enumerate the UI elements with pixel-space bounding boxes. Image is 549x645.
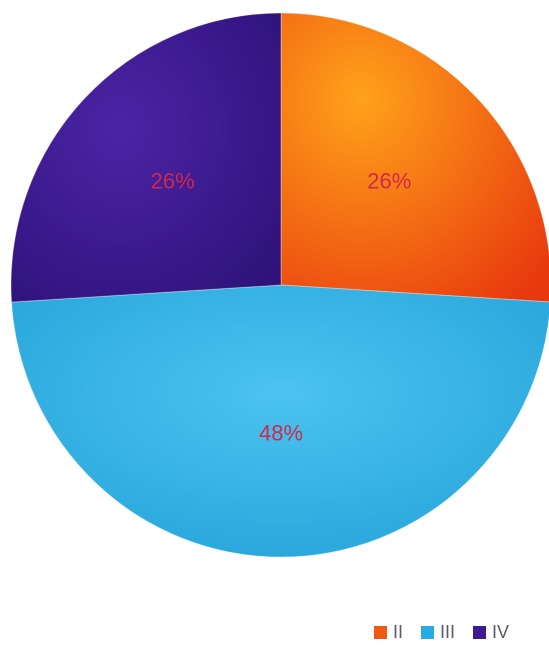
- legend-item-ii: II: [373, 622, 403, 643]
- legend-item-iv: IV: [472, 622, 509, 643]
- legend-item-iii: III: [420, 622, 455, 643]
- legend-label: IV: [491, 622, 509, 642]
- legend-label: II: [392, 622, 403, 642]
- pie-slice-iv: [10, 12, 282, 303]
- pie-chart: 26% 48% 26%: [10, 12, 549, 558]
- slice-label-iii: 48%: [259, 420, 303, 445]
- slice-label-iv: 26%: [151, 168, 195, 193]
- legend-swatch: [373, 626, 387, 639]
- pie-labels: 26% 48% 26%: [151, 168, 412, 445]
- legend: II III IV: [373, 622, 509, 643]
- pie-slices: [10, 12, 549, 558]
- pie-slice-iii: [10, 284, 549, 558]
- legend-swatch: [420, 626, 434, 639]
- slice-label-ii: 26%: [367, 168, 411, 193]
- pie-slice-ii: [280, 12, 549, 303]
- legend-swatch: [472, 626, 486, 639]
- legend-label: III: [439, 622, 455, 642]
